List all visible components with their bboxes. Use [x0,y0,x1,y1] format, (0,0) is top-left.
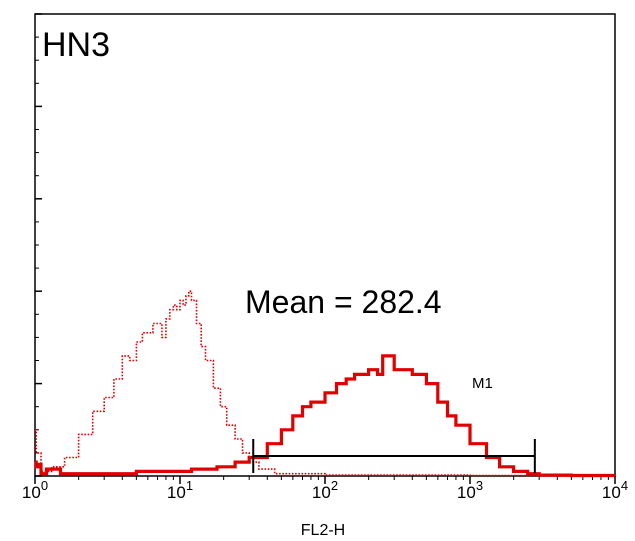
x-axis-ticks [34,476,616,484]
x-tick-labels: 100 101 102 103 104 [22,478,628,502]
marker-m1: M1 [252,375,536,473]
x-tick-label: 104 [602,478,628,502]
mean-annotation: Mean = 282.4 [245,284,442,320]
x-axis-label: FL2-H [301,522,345,539]
x-tick-label: 103 [457,478,483,502]
x-tick-label: 100 [22,478,48,502]
plot-frame [34,13,616,477]
series-control-dotted [35,290,616,477]
x-tick-label: 102 [312,478,338,502]
chart-title: HN3 [42,26,110,64]
x-tick-label: 101 [167,478,193,502]
series-layer [34,290,616,478]
series-sample-solid [34,354,615,478]
y-axis-ticks [35,13,42,477]
marker-label: M1 [472,375,493,392]
